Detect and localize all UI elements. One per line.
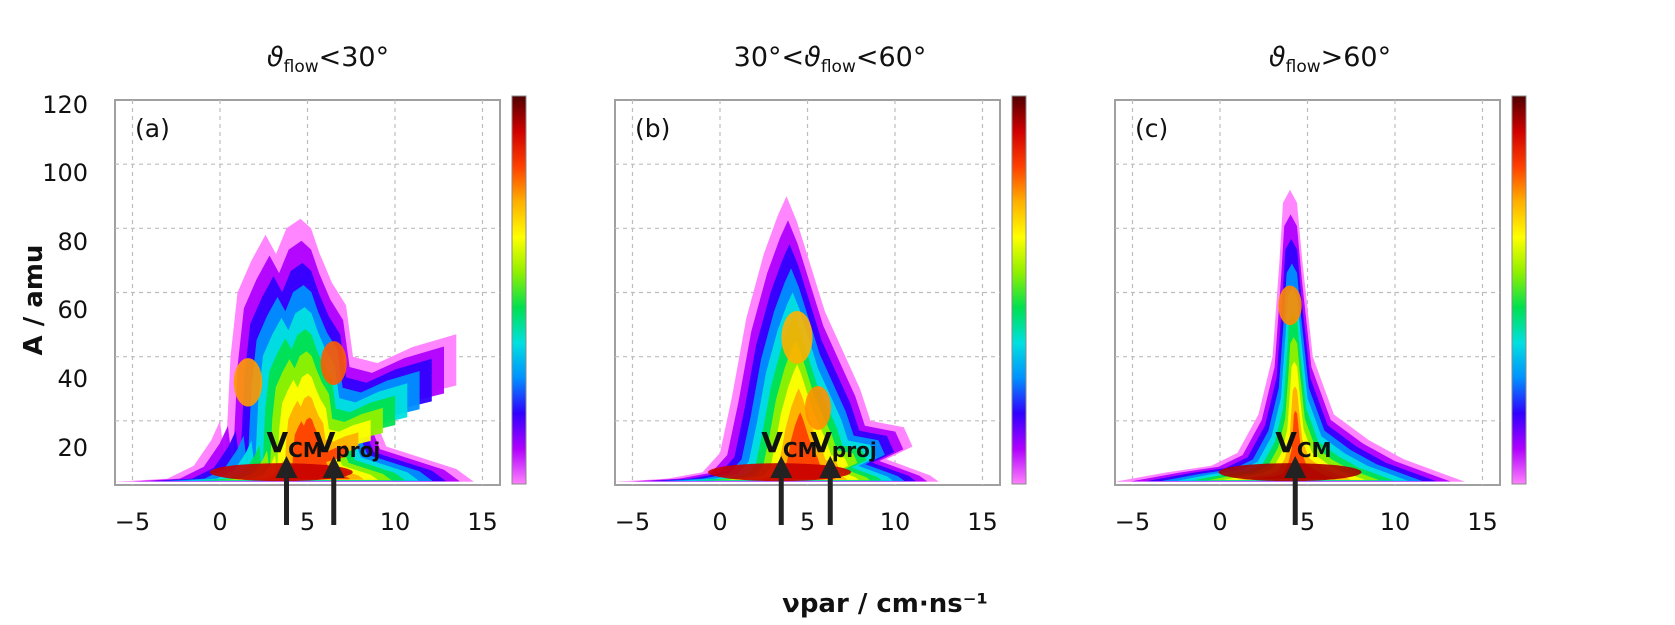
y-tick-label: 80: [57, 228, 88, 256]
arrow-label: Vproj: [314, 426, 380, 462]
grid: [1115, 100, 1500, 485]
x-tick-label: −5: [1115, 508, 1150, 536]
x-tick-label: 5: [1300, 508, 1315, 536]
x-tick-label: −5: [115, 508, 150, 536]
colorbar-gradient: [1511, 95, 1527, 485]
arrow-label: Vproj: [810, 426, 876, 462]
arrow-head: [819, 456, 842, 478]
colorbar: [511, 95, 527, 485]
x-tick-label: 10: [380, 508, 411, 536]
y-tick-label: 60: [57, 296, 88, 324]
title-suffix: <30°: [319, 42, 389, 73]
title-suffix: <60°: [856, 42, 926, 73]
density-band: [1254, 410, 1337, 480]
x-axis-ticks: −5 0 5 10 15: [1115, 508, 1498, 536]
x-tick-label: −5: [615, 508, 650, 536]
colorbar: [1011, 95, 1027, 485]
arrow-label: VCM: [267, 426, 323, 462]
x-tick-label: 5: [800, 508, 815, 536]
title-suffix: >60°: [1321, 42, 1391, 73]
x-axis-ticks: −5 0 5 10 15: [115, 508, 498, 536]
title-subscript: flow: [284, 57, 319, 77]
heatmap-region: [615, 196, 939, 482]
hot-spot: [1278, 285, 1302, 326]
x-tick-label: 5: [300, 508, 315, 536]
x-tick-label: 0: [712, 508, 727, 536]
panel-title: 30°<ϑflow<60°: [734, 42, 927, 77]
x-tick-label: 0: [1212, 508, 1227, 536]
arrow-label: VCM: [761, 426, 817, 462]
panel-label: (a): [135, 114, 170, 143]
y-tick-label: 100: [42, 159, 88, 187]
title-subscript: flow: [1286, 57, 1321, 77]
y-tick-label: 20: [57, 434, 88, 462]
colorbar-gradient: [1011, 95, 1027, 485]
y-tick-label: 40: [57, 365, 88, 393]
arrow-head: [1284, 456, 1307, 478]
hot-spot: [805, 386, 831, 430]
x-tick-label: 15: [1467, 508, 1498, 536]
title-symbol: ϑ: [804, 42, 821, 73]
title-prefix: 30°<: [734, 42, 804, 73]
panel-label: (b): [635, 114, 670, 143]
arrow-head: [770, 456, 793, 478]
title-subscript: flow: [821, 57, 856, 77]
y-axis-ticks: 20 40 60 80 100 120: [42, 91, 88, 462]
density-band: [266, 417, 351, 480]
x-tick-label: 15: [967, 508, 998, 536]
arrows: VCM: [1275, 426, 1332, 525]
heatmap-region: [115, 218, 474, 482]
colorbar-gradient: [511, 95, 527, 485]
title-symbol: ϑ: [1269, 42, 1286, 73]
x-axis-ticks: −5 0 5 10 15: [615, 508, 998, 536]
panel-title: ϑflow>60°: [1269, 42, 1391, 77]
arrow-label: VCM: [1275, 426, 1331, 462]
panel-c: ϑflow>60° (c) VCM −5 0 5 10 15: [1114, 42, 1527, 536]
y-tick-label: 120: [42, 91, 88, 119]
x-tick-label: 10: [880, 508, 911, 536]
x-tick-label: 10: [1380, 508, 1411, 536]
arrow-head: [322, 456, 345, 478]
panel-label: (c): [1135, 114, 1168, 143]
arrow-head: [275, 456, 298, 478]
hot-spot: [233, 358, 263, 407]
y-axis-label: A / amu: [19, 245, 49, 356]
hot-spot: [781, 311, 813, 364]
density-band: [759, 412, 836, 480]
x-axis-label: νpar / cm·ns⁻¹: [782, 589, 988, 619]
hot-spot: [320, 341, 347, 386]
panel-title: ϑflow<30°: [267, 42, 389, 77]
x-tick-label: 15: [467, 508, 498, 536]
colorbar: [1511, 95, 1527, 485]
title-symbol: ϑ: [267, 42, 284, 73]
x-tick-label: 0: [212, 508, 227, 536]
